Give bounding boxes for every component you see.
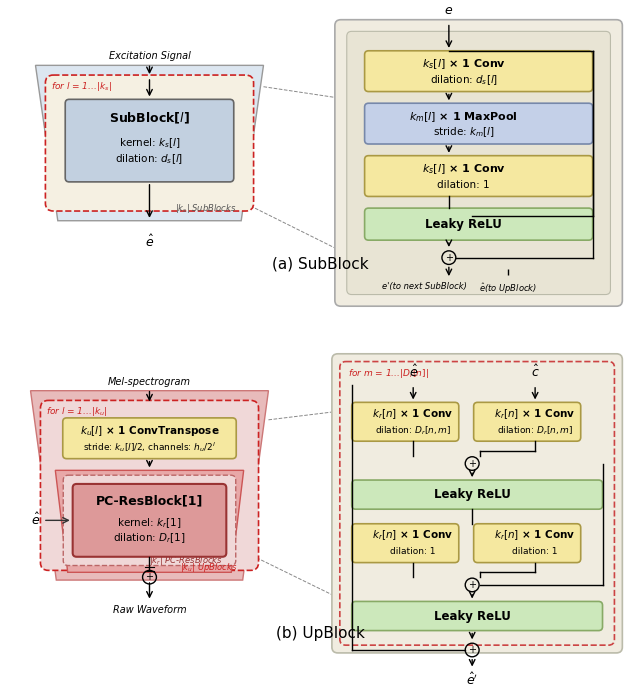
FancyBboxPatch shape [352,403,459,441]
Polygon shape [35,65,264,221]
Text: |k$_s$| SubBlocks: |k$_s$| SubBlocks [175,202,236,215]
FancyBboxPatch shape [73,484,227,557]
Text: Leaky ReLU: Leaky ReLU [434,488,511,501]
Text: $k_r[n]$ × 1 Conv: $k_r[n]$ × 1 Conv [372,407,454,421]
Text: dilation: 1: dilation: 1 [437,180,490,189]
Text: +: + [468,459,476,468]
Text: stride: $k_u[l]/2$, channels: $h_u/2^l$: stride: $k_u[l]/2$, channels: $h_u/2^l$ [83,440,216,454]
Text: for l = 1...|k$_u$|: for l = 1...|k$_u$| [46,405,108,418]
FancyBboxPatch shape [63,475,236,566]
FancyBboxPatch shape [40,400,259,570]
Text: +: + [468,645,476,655]
FancyBboxPatch shape [65,99,234,182]
Text: dilation: $D_r[n,m]$: dilation: $D_r[n,m]$ [497,424,573,437]
Text: stride: $k_m[l]$: stride: $k_m[l]$ [433,126,495,139]
FancyBboxPatch shape [352,524,459,563]
Text: $\hat{e}'$: $\hat{e}'$ [466,672,478,688]
Text: $\hat{e}$: $\hat{e}$ [408,364,418,380]
Text: +: + [145,572,154,582]
FancyBboxPatch shape [365,208,593,240]
FancyBboxPatch shape [352,480,602,509]
Text: |k$_r$| PC-ResBlocks: |k$_r$| PC-ResBlocks [149,555,223,568]
Text: for l = 1...|k$_s$|: for l = 1...|k$_s$| [51,80,113,93]
Text: for m = 1...|$D_r[n]$|: for m = 1...|$D_r[n]$| [348,367,429,380]
FancyBboxPatch shape [365,155,593,196]
Text: $k_s[l]$ × 1 Conv: $k_s[l]$ × 1 Conv [422,58,506,71]
Text: dilation: $D_r[n,m]$: dilation: $D_r[n,m]$ [375,424,451,437]
Text: dilation: $D_r[1]$: dilation: $D_r[1]$ [113,532,186,545]
Text: Leaky ReLU: Leaky ReLU [426,218,502,230]
Polygon shape [55,471,244,573]
Text: kernel: $k_s[l]$: kernel: $k_s[l]$ [118,136,180,150]
FancyBboxPatch shape [347,31,611,294]
Text: +: + [445,253,453,262]
Text: $\hat{e}$: $\hat{e}$ [31,512,40,528]
Text: (b) UpBlock: (b) UpBlock [276,626,364,641]
Text: Raw Waveform: Raw Waveform [113,605,186,616]
FancyBboxPatch shape [352,602,602,631]
Text: dilation: 1: dilation: 1 [390,548,436,557]
Text: kernel: $k_r[1]$: kernel: $k_r[1]$ [117,516,182,530]
FancyBboxPatch shape [335,19,622,306]
Text: $e$: $e$ [444,3,454,17]
Text: dilation: 1: dilation: 1 [513,548,558,557]
FancyBboxPatch shape [474,403,580,441]
Text: $k_u[l]$ × 1 ConvTranspose: $k_u[l]$ × 1 ConvTranspose [80,423,220,437]
Text: $k_r[n]$ × 1 Conv: $k_r[n]$ × 1 Conv [494,407,576,421]
Text: dilation: $d_s[l]$: dilation: $d_s[l]$ [429,73,498,87]
Text: e'(to next SubBlock): e'(to next SubBlock) [381,282,467,291]
Text: $k_s[l]$ × 1 Conv: $k_s[l]$ × 1 Conv [422,162,506,176]
Text: $k_r[n]$ × 1 Conv: $k_r[n]$ × 1 Conv [372,529,454,542]
Text: $\hat{e}$: $\hat{e}$ [145,235,154,251]
FancyBboxPatch shape [365,51,593,92]
Text: (a) SubBlock: (a) SubBlock [272,257,368,272]
FancyBboxPatch shape [45,75,253,211]
Text: Excitation Signal: Excitation Signal [109,51,191,62]
Text: +: + [468,580,476,590]
Polygon shape [31,391,268,580]
Text: dilation: $d_s[l]$: dilation: $d_s[l]$ [115,153,184,167]
FancyBboxPatch shape [474,524,580,563]
Text: Mel-spectrogram: Mel-spectrogram [108,377,191,387]
Text: PC-ResBlock[1]: PC-ResBlock[1] [96,495,203,508]
Text: $k_m[l]$ × 1 MaxPool: $k_m[l]$ × 1 MaxPool [410,110,518,124]
Text: Leaky ReLU: Leaky ReLU [434,609,511,623]
Text: $\hat{c}$: $\hat{c}$ [531,364,540,380]
Text: $k_r[n]$ × 1 Conv: $k_r[n]$ × 1 Conv [494,529,576,542]
Text: $\hat{e}$(to UpBlock): $\hat{e}$(to UpBlock) [479,282,538,296]
FancyBboxPatch shape [332,354,622,653]
FancyBboxPatch shape [365,103,593,144]
Text: |k$_u$| UpBlocks: |k$_u$| UpBlocks [180,561,237,574]
FancyBboxPatch shape [63,418,236,459]
Text: SubBlock[$l$]: SubBlock[$l$] [109,111,190,126]
